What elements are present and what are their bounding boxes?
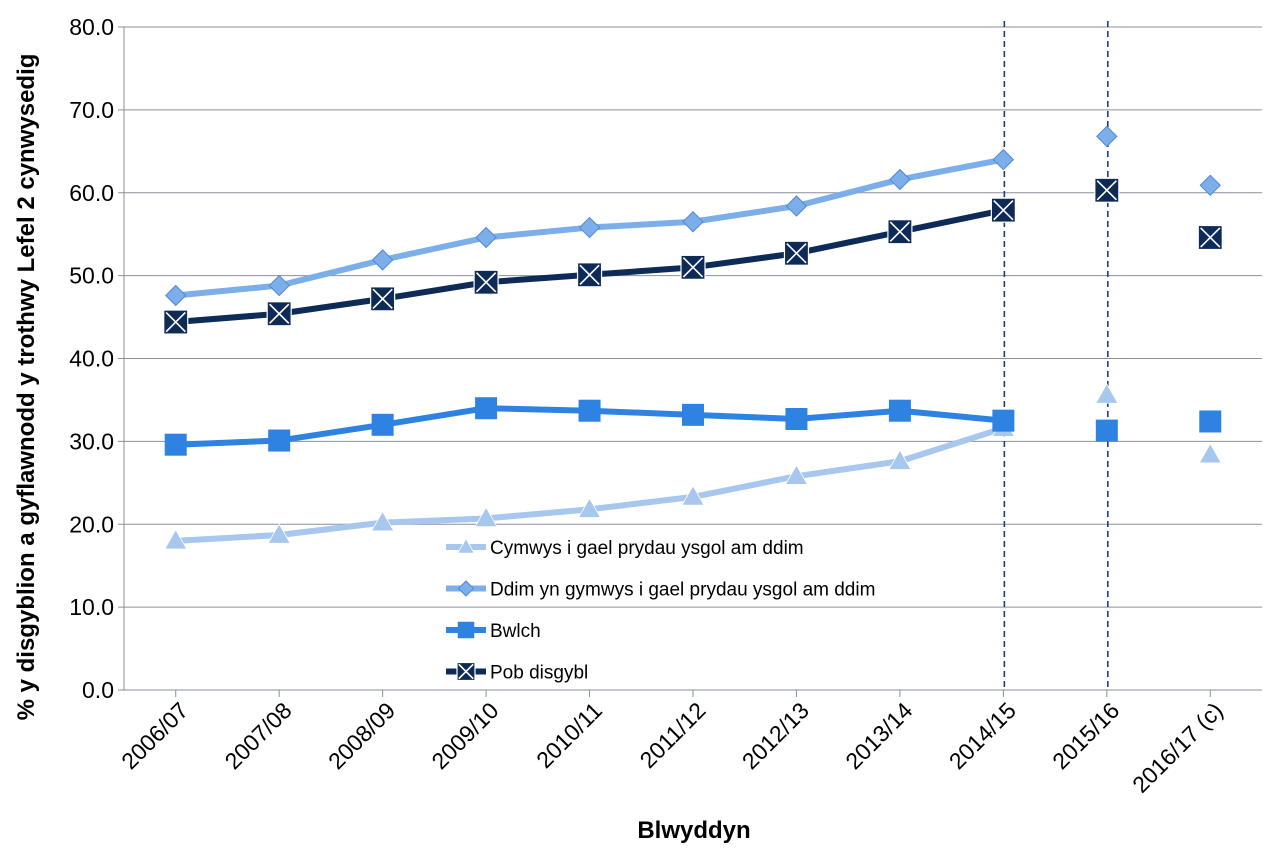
legend-item: Bwlch bbox=[446, 621, 541, 642]
data-point bbox=[268, 274, 290, 297]
y-tick-label: 20.0 bbox=[69, 511, 114, 537]
data-point bbox=[1095, 419, 1118, 442]
data-point bbox=[164, 433, 187, 456]
series-square bbox=[164, 397, 1222, 456]
data-point bbox=[576, 262, 603, 288]
y-tick-label: 0.0 bbox=[82, 677, 114, 703]
data-point bbox=[577, 497, 602, 518]
data-point bbox=[1199, 410, 1222, 433]
legend-label: Pob disgybl bbox=[490, 663, 588, 684]
x-tick-label: 2013/14 bbox=[840, 697, 917, 774]
x-tick-label: 2015/16 bbox=[1047, 697, 1124, 774]
x-tick-label: 2009/10 bbox=[426, 697, 503, 774]
data-point bbox=[682, 211, 704, 233]
data-point bbox=[1094, 177, 1120, 203]
data-point bbox=[165, 284, 187, 307]
legend-label: Ddim yn gymwys i gael prydau ysgol am dd… bbox=[490, 580, 875, 601]
series-triangle bbox=[164, 383, 1222, 550]
legend-marker bbox=[457, 580, 475, 597]
data-point bbox=[888, 449, 912, 470]
data-point bbox=[887, 219, 913, 245]
series-diamond bbox=[165, 125, 1221, 307]
data-point bbox=[1197, 224, 1223, 251]
data-point bbox=[680, 254, 706, 280]
data-point bbox=[371, 249, 394, 271]
data-point bbox=[1096, 125, 1118, 148]
x-tick-label: 2010/11 bbox=[531, 697, 607, 773]
legend-marker bbox=[457, 621, 475, 639]
data-point bbox=[371, 413, 394, 436]
x-tick-label: 2016/17 (c) bbox=[1127, 697, 1228, 798]
legend-label: Cymwys i gael prydau ysgol am ddim bbox=[490, 538, 804, 559]
legend-marker bbox=[456, 661, 476, 682]
x-axis-title: Blwyddyn bbox=[637, 817, 750, 844]
data-point bbox=[370, 286, 396, 312]
series-x-square bbox=[163, 177, 1223, 335]
y-tick-label: 30.0 bbox=[69, 428, 114, 454]
data-point bbox=[267, 523, 291, 544]
data-point bbox=[785, 195, 808, 217]
legend-marker bbox=[457, 537, 475, 554]
data-point bbox=[268, 429, 291, 452]
data-point bbox=[888, 399, 911, 422]
x-tick-label: 2014/15 bbox=[944, 697, 1021, 774]
data-point bbox=[681, 485, 705, 506]
y-tick-label: 70.0 bbox=[69, 97, 114, 123]
gridlines bbox=[124, 26, 1262, 608]
data-point bbox=[783, 240, 810, 266]
data-point bbox=[1199, 174, 1221, 196]
data-point bbox=[992, 148, 1015, 171]
data-point bbox=[992, 409, 1015, 432]
y-tick-label: 10.0 bbox=[69, 594, 114, 620]
legend-item: Ddim yn gymwys i gael prydau ysgol am dd… bbox=[446, 580, 875, 601]
data-point bbox=[578, 399, 601, 422]
data-point bbox=[990, 197, 1016, 223]
data-point bbox=[164, 529, 188, 550]
y-tick-label: 60.0 bbox=[69, 180, 114, 206]
legend-item: Cymwys i gael prydau ysgol am ddim bbox=[446, 537, 804, 559]
series-group bbox=[163, 125, 1223, 550]
x-tick-label: 2012/13 bbox=[737, 697, 814, 774]
data-point bbox=[266, 301, 292, 327]
x-axis-ticks: 2006/07 2007/08 2008/09 2009/10 2010/11 2011/… bbox=[116, 690, 1228, 798]
data-point bbox=[1198, 442, 1222, 464]
data-point bbox=[578, 216, 601, 239]
data-point bbox=[889, 168, 911, 191]
data-point bbox=[475, 397, 498, 420]
data-point bbox=[784, 464, 809, 485]
legend: Cymwys i gael prydau ysgol am ddim Ddim y… bbox=[446, 537, 875, 684]
y-axis-ticks: 0.0 10.0 20.0 30.0 40.0 50.0 60.0 70.0 80.0 bbox=[69, 14, 124, 703]
data-point bbox=[370, 510, 395, 532]
data-point bbox=[1095, 383, 1119, 404]
y-axis-title: % y disgyblion a gyflawnodd y trothwy Le… bbox=[13, 54, 40, 721]
y-tick-label: 80.0 bbox=[69, 14, 114, 40]
reference-lines bbox=[1003, 21, 1109, 690]
legend-item: Pob disgybl bbox=[446, 661, 588, 684]
data-point bbox=[475, 226, 497, 249]
x-tick-label: 2007/08 bbox=[220, 697, 297, 774]
data-point bbox=[682, 403, 704, 426]
y-tick-label: 40.0 bbox=[69, 346, 114, 372]
x-tick-label: 2006/07 bbox=[116, 697, 193, 774]
data-point bbox=[785, 407, 808, 430]
x-tick-label: 2011/12 bbox=[635, 697, 711, 773]
y-tick-label: 50.0 bbox=[69, 263, 114, 289]
data-point bbox=[163, 309, 189, 335]
x-tick-label: 2008/09 bbox=[323, 697, 400, 774]
legend-label: Bwlch bbox=[490, 621, 541, 642]
data-point bbox=[473, 269, 499, 295]
data-point bbox=[474, 506, 498, 528]
